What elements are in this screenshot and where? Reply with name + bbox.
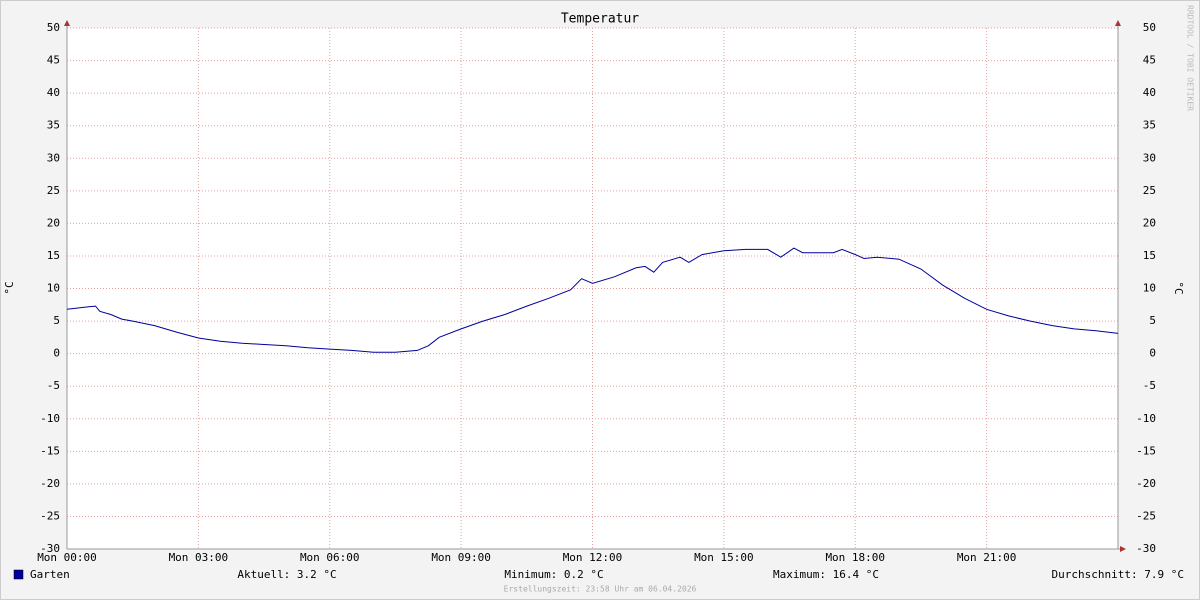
legend-stat: Durchschnitt: 7.9 °C	[1052, 568, 1184, 581]
y-tick-label: 50	[47, 21, 60, 34]
y2-tick-label: 25	[1143, 184, 1156, 197]
y-tick-label: 10	[47, 282, 60, 295]
grid	[66, 27, 1118, 550]
y2-tick-label: 0	[1149, 347, 1156, 360]
y-tick-label: -5	[47, 379, 60, 392]
y-tick-label: 30	[47, 151, 60, 164]
y-tick-label: 40	[47, 86, 60, 99]
y2-tick-label: -15	[1136, 444, 1156, 457]
y2-tick-label: -20	[1136, 477, 1156, 490]
y2-tick-label: 5	[1149, 314, 1156, 327]
y-tick-label: 25	[47, 184, 60, 197]
y2-tick-label: 15	[1143, 249, 1156, 262]
legend-stat: Aktuell: 3.2 °C	[237, 568, 336, 581]
x-tick-label: Mon 15:00	[694, 551, 754, 564]
y2-axis-label: °C	[1172, 281, 1185, 294]
x-tick-label: Mon 09:00	[431, 551, 491, 564]
y2-tick-label: -30	[1136, 542, 1156, 555]
y2-tick-label: 10	[1143, 282, 1156, 295]
y2-tick-label: -5	[1143, 379, 1156, 392]
y-tick-label: -25	[40, 509, 60, 522]
y-tick-label: 0	[53, 347, 60, 360]
y-tick-label: 15	[47, 249, 60, 262]
series-line	[66, 247, 1119, 353]
y-tick-label: -10	[40, 412, 60, 425]
x-tick-label: Mon 21:00	[957, 551, 1017, 564]
y-tick-label: 20	[47, 216, 60, 229]
axis-arrow	[64, 20, 70, 26]
y2-tick-label: 20	[1143, 216, 1156, 229]
footer: Erstellungszeit: 23:58 Uhr am 06.04.2026	[504, 585, 697, 594]
axis-arrow	[1115, 20, 1121, 26]
legend-label: Garten	[30, 568, 70, 581]
y2-tick-label: 40	[1143, 86, 1156, 99]
x-tick-label: Mon 06:00	[300, 551, 360, 564]
legend-stat: Maximum: 16.4 °C	[773, 568, 879, 581]
x-tick-label: Mon 18:00	[825, 551, 885, 564]
watermark: RRDTOOL / TOBI OETIKER	[1186, 5, 1195, 111]
y2-tick-label: 45	[1143, 54, 1156, 67]
legend-stat: Minimum: 0.2 °C	[504, 568, 603, 581]
y-tick-label: 45	[47, 54, 60, 67]
y-tick-label: -15	[40, 444, 60, 457]
legend-swatch	[13, 569, 24, 580]
chart-title: Temperatur	[561, 12, 639, 27]
y-tick-label: -20	[40, 477, 60, 490]
y-tick-label: 35	[47, 119, 60, 132]
y2-tick-label: 50	[1143, 21, 1156, 34]
axis-arrow	[1120, 546, 1126, 552]
x-tick-label: Mon 12:00	[563, 551, 623, 564]
y-tick-label: 5	[53, 314, 60, 327]
x-tick-label: Mon 03:00	[169, 551, 229, 564]
y2-tick-label: -10	[1136, 412, 1156, 425]
y2-tick-label: 30	[1143, 151, 1156, 164]
y2-tick-label: 35	[1143, 119, 1156, 132]
y-tick-label: -30	[40, 542, 60, 555]
x-tick-label: Mon 00:00	[37, 551, 97, 564]
y2-tick-label: -25	[1136, 509, 1156, 522]
y-axis-label: °C	[3, 281, 16, 294]
